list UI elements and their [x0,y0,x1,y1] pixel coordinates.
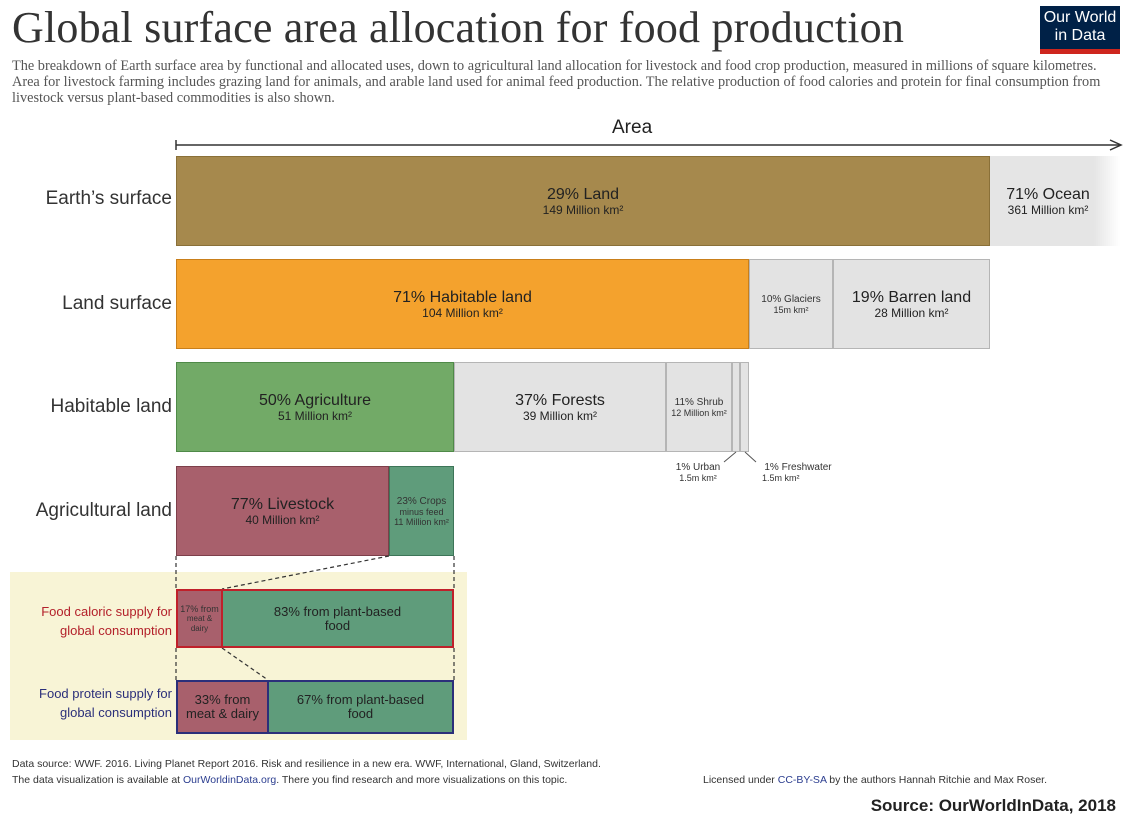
segment-crops[interactable]: 23% Crops minus feed 11 Million km² [389,466,454,556]
license-post: by the authors Hannah Ritchie and Max Ro… [826,774,1047,786]
segment-habitable-value: 104 Million km² [422,305,503,320]
caloric-plant-label-2: food [324,617,351,633]
protein-meat-dairy[interactable]: 33% from meat & dairy [176,680,268,734]
footer-availability-pre: The data visualization is available at [12,774,184,786]
freshwater-label: 1% Freshwater [764,462,832,473]
license-link[interactable]: CC-BY-SA [777,774,827,786]
segment-livestock-value: 40 Million km² [245,512,320,527]
segment-crops-sub-1: minus feed [399,506,444,517]
logo-line-2: in Data [1054,27,1106,44]
owid-logo[interactable]: Our World in Data [1040,6,1120,54]
freshwater-annotation: 1% Freshwater 1.5m km² [755,462,841,483]
row-label-habitable-land: Habitable land [50,396,172,417]
segment-livestock[interactable]: 77% Livestock 40 Million km² [176,466,389,556]
segment-ocean-label: 71% Ocean [1006,185,1090,203]
segment-agriculture-value: 51 Million km² [277,408,352,423]
caloric-supply-label: Food caloric supply for global consumpti… [12,602,172,640]
segment-habitable-label: 71% Habitable land [393,288,532,306]
segment-urban[interactable] [732,362,740,452]
segment-land-value: 149 Million km² [542,202,624,217]
protein-meat-label-2: meat & dairy [186,706,259,721]
segment-barren-land[interactable]: 19% Barren land 28 Million km² [833,259,990,349]
footer-license: Licensed under CC-BY-SA by the authors H… [703,772,1047,788]
footer-availability-post: . There you find research and more visua… [276,774,568,786]
logo-line-1: Our World [1043,9,1117,26]
source-credit: Source: OurWorldInData, 2018 [870,796,1116,815]
segment-livestock-label: 77% Livestock [230,495,335,513]
footer-availability: The data visualization is available at O… [12,772,567,788]
segment-barren-value: 28 Million km² [874,305,949,320]
caloric-plant-based[interactable]: 83% from plant-based food [222,589,454,648]
segment-shrub-label: 11% Shrub [674,396,724,408]
segment-forests[interactable]: 37% Forests 39 Million km² [454,362,666,452]
segment-crops-label: 23% Crops [396,495,447,507]
segment-agriculture-label: 50% Agriculture [258,391,372,409]
owid-link[interactable]: OurWorldinData.org [183,774,277,786]
segment-habitable-land[interactable]: 71% Habitable land 104 Million km² [176,259,749,349]
protein-plant-based[interactable]: 67% from plant-based food [268,680,454,734]
axis-label: Area [612,117,653,138]
protein-meat-label-1: 33% from [194,692,251,707]
segment-glaciers-value: 15m km² [773,304,809,315]
segment-forests-value: 39 Million km² [522,408,597,423]
segment-agriculture[interactable]: 50% Agriculture 51 Million km² [176,362,454,452]
segment-shrub[interactable]: 11% Shrub 12 Million km² [666,362,732,452]
caloric-meat-dairy[interactable]: 17% from meat & dairy [176,589,222,648]
protein-label-line-1: Food protein supply for [39,686,172,701]
urban-freshwater-leaders [723,451,757,463]
row-label-agricultural-land: Agricultural land [35,500,172,521]
license-pre: Licensed under [703,774,778,786]
caloric-label-line-2: global consumption [59,623,172,638]
segment-land[interactable]: 29% Land 149 Million km² [176,156,990,246]
freshwater-value: 1.5m km² [762,473,800,483]
protein-plant-label-1: 67% from plant-based [296,692,425,707]
chart-title: Global surface area allocation for food … [12,3,905,52]
caloric-meat-label-1: 17% from [180,603,219,614]
urban-value: 1.5m km² [679,473,717,483]
row-label-land-surface: Land surface [62,293,172,314]
segment-land-label: 29% Land [546,185,620,203]
protein-supply-label: Food protein supply for global consumpti… [12,684,172,722]
logo-red-bar [1040,49,1120,54]
segment-shrub-value: 12 Million km² [671,407,727,418]
segment-crops-sub-2: 11 Million km² [394,516,449,527]
segment-barren-label: 19% Barren land [851,288,972,306]
footer-data-source: Data source: WWF. 2016. Living Planet Re… [12,758,601,770]
row-label-earth-surface: Earth’s surface [45,188,172,209]
protein-plant-label-2: food [347,706,374,721]
chart-subtitle: The breakdown of Earth surface area by f… [12,58,1101,106]
urban-annotation: 1% Urban 1.5m km² [660,462,736,483]
caloric-plant-label-1: 83% from plant-based [273,603,402,619]
caloric-label-line-1: Food caloric supply for [41,604,172,619]
protein-label-line-2: global consumption [59,705,172,720]
segment-freshwater[interactable] [740,362,749,452]
segment-ocean-value: 361 Million km² [1007,202,1089,217]
area-axis-arrow [175,139,1123,151]
urban-label: 1% Urban [675,462,721,473]
caloric-meat-label-2: meat & dairy [186,613,213,633]
segment-glaciers[interactable]: 10% Glaciers 15m km² [749,259,833,349]
segment-glaciers-label: 10% Glaciers [761,293,821,305]
segment-ocean[interactable]: 71% Ocean 361 Million km² [990,156,1120,246]
segment-forests-label: 37% Forests [515,391,605,409]
